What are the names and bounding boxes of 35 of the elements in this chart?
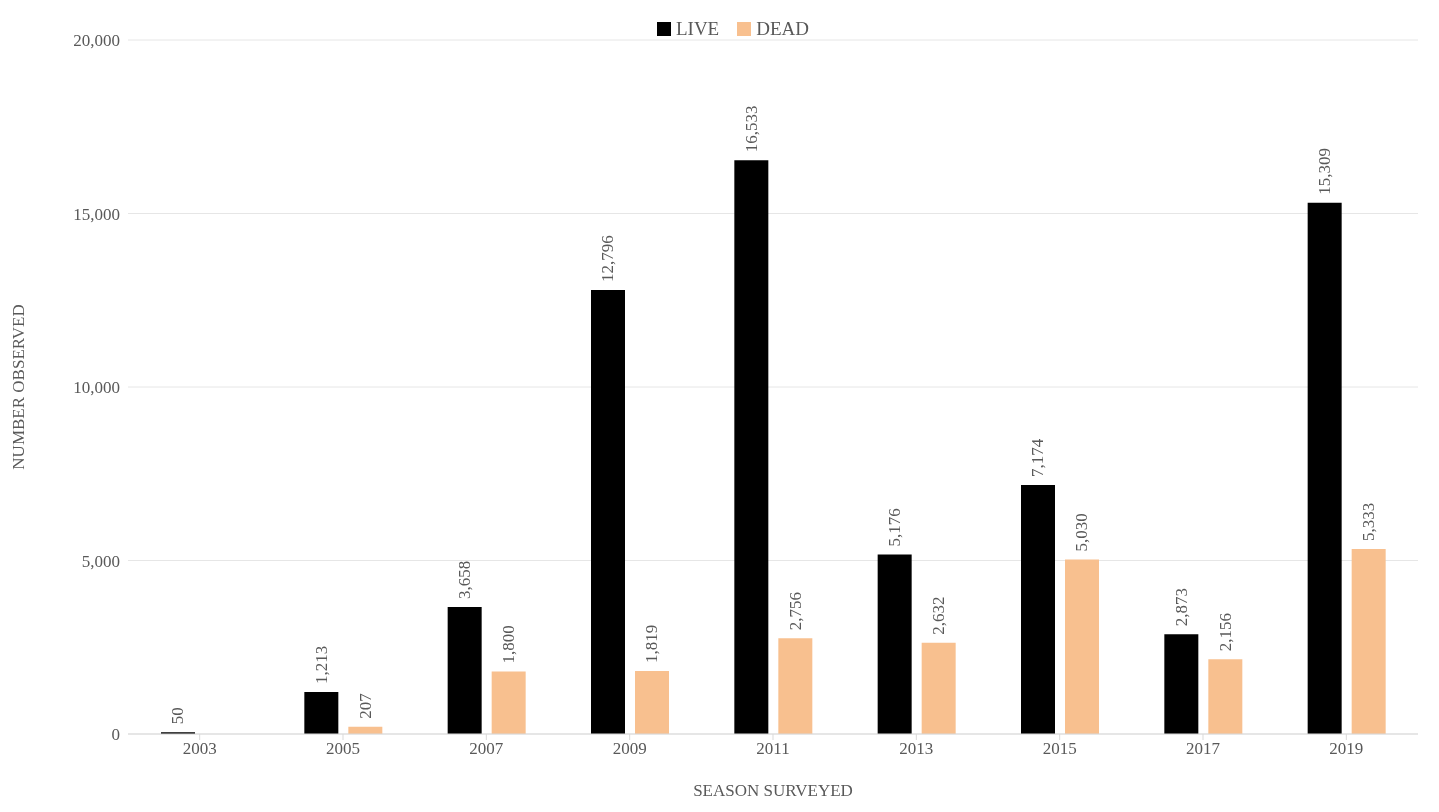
data-label: 5,176 <box>885 508 905 547</box>
y-axis-title: NUMBER OBSERVED <box>9 304 29 470</box>
x-tick-label: 2017 <box>1186 739 1221 759</box>
data-label: 1,819 <box>642 624 662 663</box>
data-label: 2,156 <box>1215 612 1235 652</box>
legend-label: DEAD <box>756 18 810 40</box>
data-label: 12,796 <box>598 235 618 282</box>
data-label: 50 <box>168 707 188 725</box>
data-label: 5,030 <box>1072 513 1092 552</box>
x-axis-title: SEASON SURVEYED <box>693 781 853 800</box>
data-label: 2,756 <box>785 592 805 631</box>
x-tick-label: 2011 <box>756 739 790 759</box>
y-tick-label: 10,000 <box>73 378 120 398</box>
data-label: 207 <box>355 692 375 719</box>
data-label: 5,333 <box>1359 502 1379 541</box>
x-tick-label: 2013 <box>899 739 934 759</box>
data-label: 7,174 <box>1028 438 1048 478</box>
data-label: 3,658 <box>455 560 475 600</box>
data-label: 2,632 <box>929 596 949 635</box>
y-tick-label: 15,000 <box>73 204 120 224</box>
x-tick-label: 2003 <box>182 739 217 759</box>
x-tick-label: 2007 <box>469 739 504 759</box>
x-tick-label: 2015 <box>1042 739 1077 759</box>
data-label: 1,800 <box>499 625 519 664</box>
x-tick-label: 2005 <box>326 739 360 759</box>
data-label: 1,213 <box>311 645 331 684</box>
legend-label: LIVE <box>675 18 720 40</box>
x-tick-label: 2009 <box>612 739 647 759</box>
data-label: 2,873 <box>1171 588 1191 627</box>
data-label: 16,533 <box>741 105 761 153</box>
y-tick-label: 5,000 <box>81 551 120 571</box>
y-tick-label: 0 <box>111 725 120 745</box>
y-tick-label: 20,000 <box>73 31 120 51</box>
data-label: 15,309 <box>1315 148 1335 195</box>
x-tick-label: 2019 <box>1329 739 1364 759</box>
